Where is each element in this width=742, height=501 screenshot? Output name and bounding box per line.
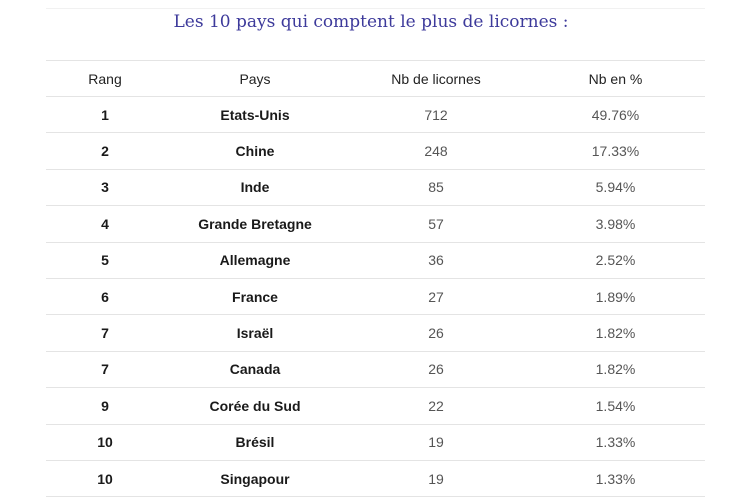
cell-unicorn-count: 248 (346, 132, 526, 170)
cell-country: Canada (164, 351, 346, 389)
cell-country: Chine (164, 132, 346, 170)
cell-unicorn-count: 19 (346, 424, 526, 461)
cell-country: Grande Bretagne (164, 205, 346, 243)
cell-unicorn-count: 85 (346, 169, 526, 207)
cell-rank: 6 (46, 278, 164, 316)
cell-rank: 1 (46, 96, 164, 134)
cell-rank: 10 (46, 424, 164, 461)
cell-country: Inde (164, 169, 346, 207)
header-percent: Nb en % (526, 60, 705, 97)
cell-rank: 4 (46, 205, 164, 243)
cell-unicorn-count: 57 (346, 205, 526, 243)
cell-unicorn-count: 26 (346, 351, 526, 389)
table-row: 3 Inde 85 5.94% (46, 169, 705, 207)
cell-percent: 2.52% (526, 242, 705, 279)
cell-unicorn-count: 26 (346, 314, 526, 352)
cell-percent: 5.94% (526, 169, 705, 207)
table-row: 4 Grande Bretagne 57 3.98% (46, 205, 705, 243)
cell-rank: 7 (46, 351, 164, 389)
table-row: 10 Brésil 19 1.33% (46, 424, 705, 461)
cell-percent: 1.89% (526, 278, 705, 316)
unicorn-countries-table: Rang Pays Nb de licornes Nb en % 1 Etats-… (46, 60, 705, 498)
cell-rank: 10 (46, 460, 164, 498)
top-divider (46, 8, 705, 9)
table-row: 5 Allemagne 36 2.52% (46, 242, 705, 279)
table-body: 1 Etats-Unis 712 49.76% 2 Chine 248 17.33% 3 Inde… (46, 96, 705, 498)
table-row: 6 France 27 1.89% (46, 278, 705, 316)
cell-unicorn-count: 19 (346, 460, 526, 498)
cell-percent: 1.54% (526, 387, 705, 425)
cell-percent: 49.76% (526, 96, 705, 134)
cell-percent: 17.33% (526, 132, 705, 170)
cell-rank: 5 (46, 242, 164, 279)
cell-unicorn-count: 27 (346, 278, 526, 316)
cell-country: Etats-Unis (164, 96, 346, 134)
table-row: 7 Israël 26 1.82% (46, 314, 705, 352)
cell-rank: 2 (46, 132, 164, 170)
cell-rank: 7 (46, 314, 164, 352)
table-row: 9 Corée du Sud 22 1.54% (46, 387, 705, 425)
cell-percent: 1.82% (526, 351, 705, 389)
cell-unicorn-count: 712 (346, 96, 526, 134)
cell-country: Israël (164, 314, 346, 352)
cell-country: Brésil (164, 424, 346, 461)
cell-unicorn-count: 22 (346, 387, 526, 425)
table-row: 10 Singapour 19 1.33% (46, 460, 705, 498)
cell-percent: 1.33% (526, 424, 705, 461)
table-row: 1 Etats-Unis 712 49.76% (46, 96, 705, 134)
cell-rank: 9 (46, 387, 164, 425)
cell-percent: 1.82% (526, 314, 705, 352)
table-row: 2 Chine 248 17.33% (46, 132, 705, 170)
cell-country: Singapour (164, 460, 346, 498)
cell-percent: 3.98% (526, 205, 705, 243)
cell-percent: 1.33% (526, 460, 705, 498)
cell-country: Allemagne (164, 242, 346, 279)
table-header-row: Rang Pays Nb de licornes Nb en % (46, 60, 705, 97)
cell-country: Corée du Sud (164, 387, 346, 425)
cell-country: France (164, 278, 346, 316)
header-country: Pays (164, 60, 346, 97)
header-unicorn-count: Nb de licornes (346, 60, 526, 97)
cell-rank: 3 (46, 169, 164, 207)
cell-unicorn-count: 36 (346, 242, 526, 279)
header-rank: Rang (46, 60, 164, 97)
page-title: Les 10 pays qui comptent le plus de lico… (173, 12, 569, 32)
table-row: 7 Canada 26 1.82% (46, 351, 705, 389)
